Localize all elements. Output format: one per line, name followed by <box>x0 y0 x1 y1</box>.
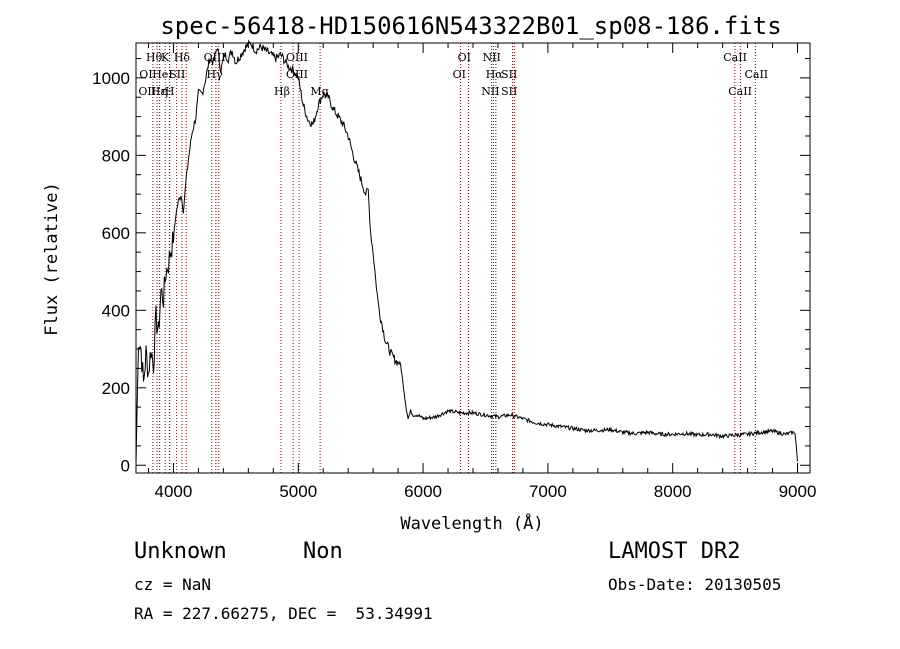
obs-date: Obs-Date: 20130505 <box>608 575 782 594</box>
y-tick-label: 600 <box>102 224 130 243</box>
x-axis-ticks: 4000 5000 6000 7000 8000 9000 <box>147 43 817 501</box>
line-label: NII <box>481 85 499 98</box>
line-label: OI <box>453 68 466 81</box>
line-label: OI <box>458 51 471 64</box>
line-label: Hθ <box>146 51 163 64</box>
y-axis-ticks: 0 200 400 600 800 1000 <box>92 57 810 475</box>
coordinates: RA = 227.66275, DEC = 53.34991 <box>134 604 433 623</box>
object-class: Unknown <box>134 539 227 564</box>
line-label: K <box>161 51 170 64</box>
line-label: Hβ <box>274 85 290 98</box>
emission-line-markers <box>152 43 756 473</box>
line-label: OII <box>138 85 156 98</box>
x-tick-label: 4000 <box>155 482 193 501</box>
x-tick-label: 7000 <box>529 482 567 501</box>
spectrum-line <box>135 39 798 466</box>
line-label: Hε <box>151 85 167 98</box>
line-label: Mg <box>310 85 328 98</box>
line-label: H <box>165 85 175 98</box>
x-tick-label: 5000 <box>279 482 317 501</box>
line-label: HeI <box>152 68 172 81</box>
x-axis-label: Wavelength (Å) <box>400 512 543 534</box>
line-label: CaII <box>744 68 768 81</box>
line-label: CaII <box>728 85 752 98</box>
line-label: CaII <box>723 51 747 64</box>
line-label: Hα <box>486 68 504 81</box>
chart-title: spec-56418-HD150616N543322B01_sp08-186.f… <box>160 12 781 40</box>
line-label: NII <box>483 51 501 64</box>
y-axis-label: Flux (relative) <box>42 182 62 336</box>
line-label: OIII <box>286 51 308 64</box>
redshift-text: cz = NaN <box>134 575 212 594</box>
y-tick-label: 800 <box>102 146 130 165</box>
y-tick-label: 0 <box>121 456 130 475</box>
x-tick-label: 9000 <box>779 482 817 501</box>
plot-frame <box>135 42 811 474</box>
line-label: SII <box>501 68 517 81</box>
y-tick-label: 1000 <box>92 69 130 88</box>
x-tick-label: 6000 <box>404 482 442 501</box>
y-tick-label: 400 <box>102 301 130 320</box>
line-label: Hδ <box>174 51 191 64</box>
x-tick-label: 8000 <box>654 482 692 501</box>
line-label: SII <box>169 68 185 81</box>
line-label: η <box>161 85 168 98</box>
object-subclass: Non <box>303 539 343 564</box>
line-label: SII <box>501 85 517 98</box>
survey-name: LAMOST DR2 <box>608 539 741 564</box>
line-label: Hγ <box>207 68 224 81</box>
y-tick-label: 200 <box>102 379 130 398</box>
line-label: OI <box>139 68 152 81</box>
